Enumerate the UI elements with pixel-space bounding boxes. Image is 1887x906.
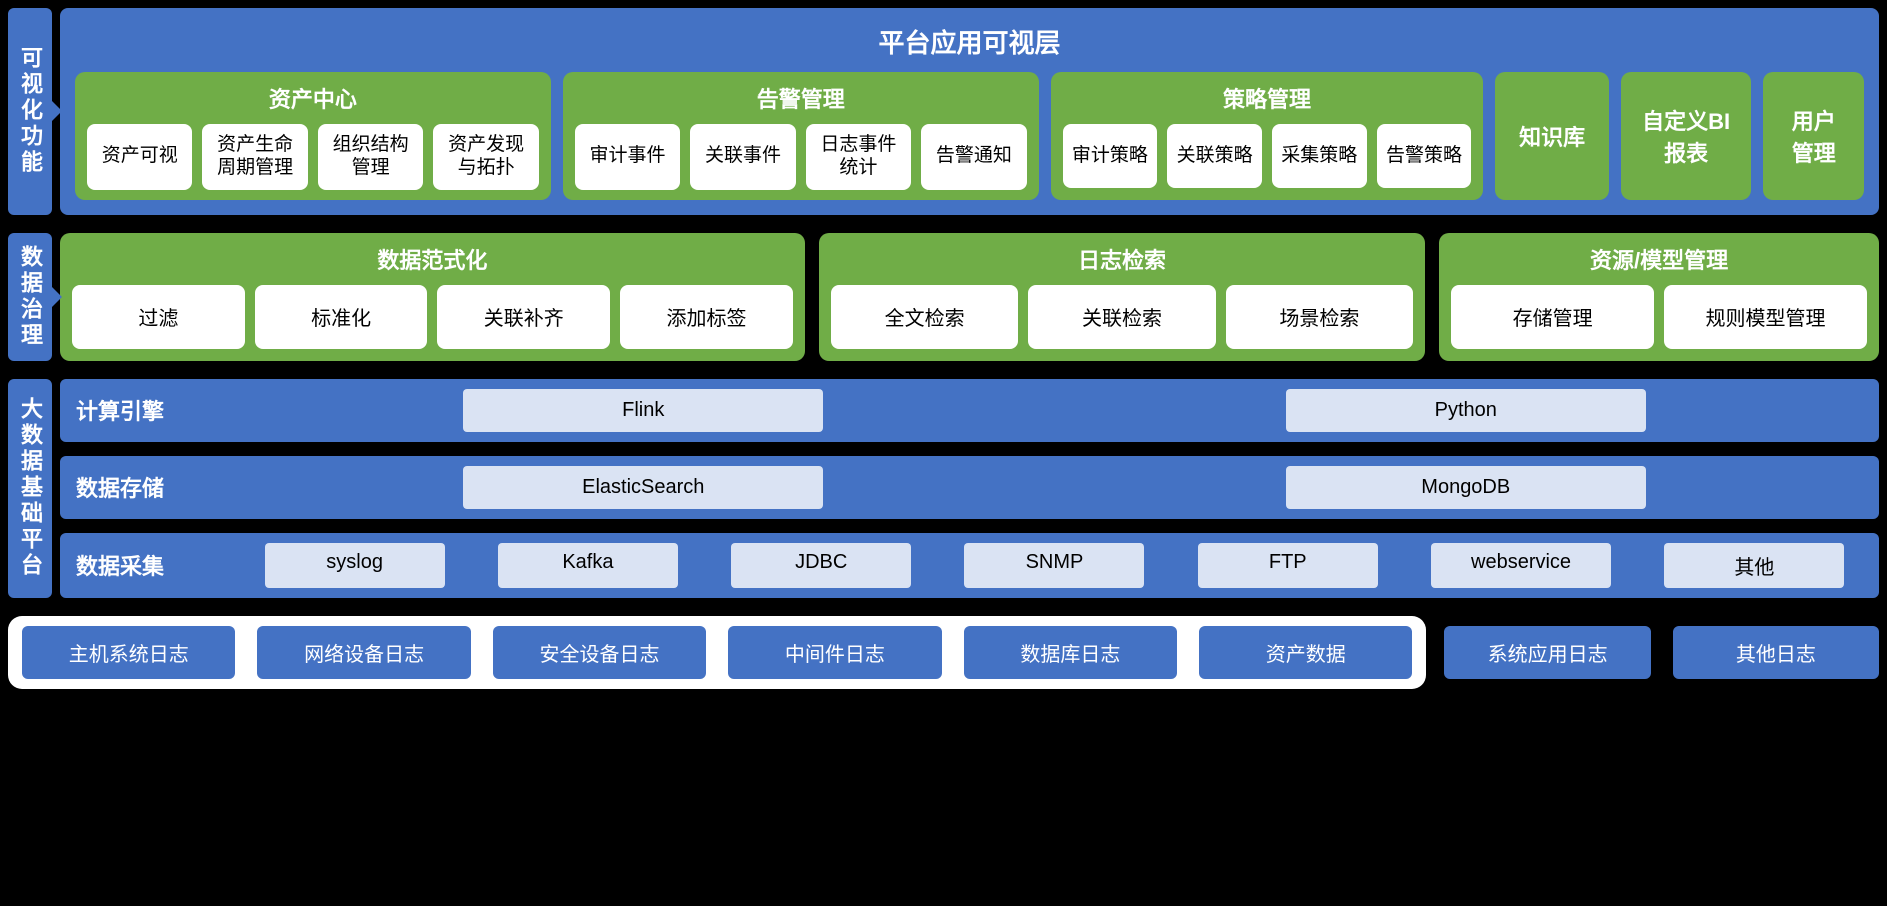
row-compute: 计算引擎 Flink Python (60, 379, 1879, 442)
group-user: 用户管理 (1763, 72, 1864, 200)
sidebar-bigdata: 大数据基础平台 (8, 379, 52, 598)
source: 数据库日志 (964, 626, 1177, 679)
item: SNMP (964, 543, 1144, 588)
item: ElasticSearch (463, 466, 823, 509)
source: 其他日志 (1673, 626, 1879, 679)
source: 主机系统日志 (22, 626, 235, 679)
item: 资产生命周期管理 (202, 124, 307, 190)
group-bi: 自定义BI报表 (1621, 72, 1752, 200)
item: 组织结构管理 (318, 124, 423, 190)
item: FTP (1198, 543, 1378, 588)
item: 告警通知 (921, 124, 1026, 190)
item: webservice (1431, 543, 1611, 588)
item: syslog (265, 543, 445, 588)
item: 采集策略 (1272, 124, 1367, 188)
source: 系统应用日志 (1444, 626, 1650, 679)
source: 资产数据 (1199, 626, 1412, 679)
group-policy-mgmt: 策略管理 审计策略 关联策略 采集策略 告警策略 (1051, 72, 1484, 200)
item: JDBC (731, 543, 911, 588)
source: 网络设备日志 (257, 626, 470, 679)
source-group: 主机系统日志 网络设备日志 安全设备日志 中间件日志 数据库日志 资产数据 (8, 616, 1426, 689)
layer-visualization: 可视化功能 平台应用可视层 资产中心 资产可视 资产生命周期管理 组织结构管理 … (8, 8, 1879, 215)
item: 关联补齐 (437, 285, 610, 349)
group-resource-model: 资源/模型管理 存储管理 规则模型管理 (1439, 233, 1879, 361)
group-log-search: 日志检索 全文检索 关联检索 场景检索 (819, 233, 1425, 361)
item: 规则模型管理 (1664, 285, 1867, 349)
panel-title: 平台应用可视层 (75, 23, 1864, 60)
item: 关联策略 (1167, 124, 1262, 188)
item: 资产可视 (87, 124, 192, 190)
item: Kafka (498, 543, 678, 588)
item: 其他 (1664, 543, 1844, 588)
item: 日志事件统计 (806, 124, 911, 190)
group-normalize: 数据范式化 过滤 标准化 关联补齐 添加标签 (60, 233, 805, 361)
sidebar-governance: 数据治理 (8, 233, 52, 361)
item: 资产发现与拓扑 (433, 124, 538, 190)
source: 安全设备日志 (493, 626, 706, 679)
item: 审计策略 (1063, 124, 1158, 188)
item: Python (1286, 389, 1646, 432)
row-storage: 数据存储 ElasticSearch MongoDB (60, 456, 1879, 519)
architecture-diagram: 可视化功能 平台应用可视层 资产中心 资产可视 资产生命周期管理 组织结构管理 … (8, 8, 1879, 689)
row-collect: 数据采集 syslog Kafka JDBC SNMP FTP webservi… (60, 533, 1879, 598)
layer-sources: 主机系统日志 网络设备日志 安全设备日志 中间件日志 数据库日志 资产数据 系统… (8, 616, 1879, 689)
item: 场景检索 (1226, 285, 1413, 349)
group-knowledge: 知识库 (1495, 72, 1608, 200)
item: 关联事件 (690, 124, 795, 190)
item: 全文检索 (831, 285, 1018, 349)
sidebar-visualization: 可视化功能 (8, 8, 52, 215)
layer-bigdata: 大数据基础平台 计算引擎 Flink Python 数据存储 ElasticSe… (8, 379, 1879, 598)
group-asset-center: 资产中心 资产可视 资产生命周期管理 组织结构管理 资产发现与拓扑 (75, 72, 551, 200)
source: 中间件日志 (728, 626, 941, 679)
group-alert-mgmt: 告警管理 审计事件 关联事件 日志事件统计 告警通知 (563, 72, 1039, 200)
item: 添加标签 (620, 285, 793, 349)
item: 审计事件 (575, 124, 680, 190)
item: 过滤 (72, 285, 245, 349)
item: 标准化 (255, 285, 428, 349)
item: 存储管理 (1451, 285, 1654, 349)
item: MongoDB (1286, 466, 1646, 509)
item: 关联检索 (1028, 285, 1215, 349)
panel-visual-layer: 平台应用可视层 资产中心 资产可视 资产生命周期管理 组织结构管理 资产发现与拓… (60, 8, 1879, 215)
item: 告警策略 (1377, 124, 1472, 188)
layer-governance: 数据治理 数据范式化 过滤 标准化 关联补齐 添加标签 日志检索 全文检索 关联… (8, 233, 1879, 361)
item: Flink (463, 389, 823, 432)
